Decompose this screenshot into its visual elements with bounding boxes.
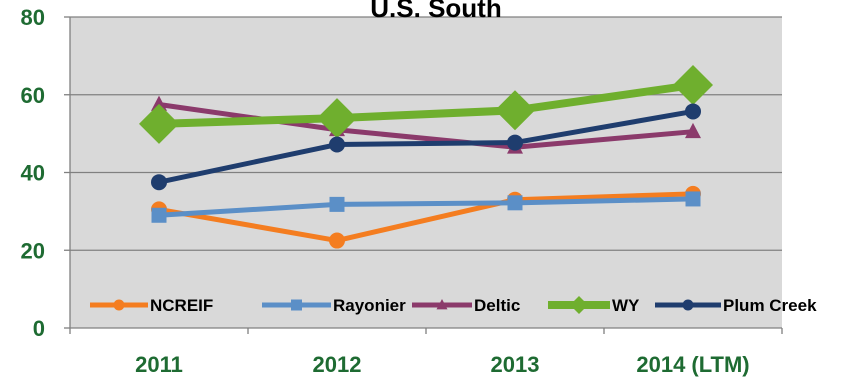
data-point bbox=[685, 122, 701, 139]
data-point bbox=[329, 136, 345, 153]
legend-item: Plum Creek bbox=[655, 296, 817, 315]
legend-marker bbox=[291, 299, 302, 311]
data-point bbox=[151, 95, 167, 111]
series-line bbox=[158, 196, 694, 218]
legend-label: NCREIF bbox=[150, 296, 213, 315]
legend-label: Plum Creek bbox=[723, 296, 817, 315]
series-wy bbox=[139, 65, 713, 144]
data-point bbox=[507, 195, 523, 211]
data-point bbox=[685, 191, 701, 207]
x-tick-label: 2014 (LTM) bbox=[636, 352, 749, 377]
series-rayonier bbox=[151, 191, 701, 223]
x-tick-label: 2013 bbox=[491, 352, 540, 377]
data-point bbox=[673, 65, 713, 106]
legend-label: Rayonier bbox=[333, 296, 406, 315]
legend-marker bbox=[570, 296, 588, 314]
data-point bbox=[139, 103, 179, 144]
data-point bbox=[151, 207, 167, 223]
legend-marker bbox=[113, 299, 125, 311]
data-point bbox=[151, 174, 167, 191]
series-line bbox=[158, 81, 694, 128]
legend-label: WY bbox=[612, 296, 640, 315]
legend-item: WY bbox=[548, 296, 640, 315]
legend-marker bbox=[682, 299, 694, 311]
legend-label: Deltic bbox=[474, 296, 520, 315]
y-tick-label: 40 bbox=[21, 161, 45, 186]
legend-item: Rayonier bbox=[262, 296, 406, 315]
data-point bbox=[329, 232, 345, 249]
data-point bbox=[685, 103, 701, 120]
y-tick-label: 0 bbox=[33, 316, 45, 341]
data-point bbox=[507, 134, 523, 151]
y-tick-label: 20 bbox=[21, 238, 45, 263]
series-plum-creek bbox=[151, 103, 701, 191]
legend-marker bbox=[436, 298, 448, 310]
data-point bbox=[329, 196, 345, 212]
y-tick-label: 60 bbox=[21, 83, 45, 108]
x-tick-label: 2011 bbox=[135, 352, 183, 377]
chart-title: U.S. South bbox=[370, 0, 501, 23]
legend-item: Deltic bbox=[412, 296, 520, 315]
series-line bbox=[158, 109, 694, 185]
series-line bbox=[158, 191, 694, 244]
data-point bbox=[495, 90, 535, 131]
data-point bbox=[317, 98, 357, 139]
x-tick-label: 2012 bbox=[313, 352, 362, 377]
y-tick-label: 80 bbox=[21, 5, 45, 30]
legend-item: NCREIF bbox=[90, 296, 213, 315]
